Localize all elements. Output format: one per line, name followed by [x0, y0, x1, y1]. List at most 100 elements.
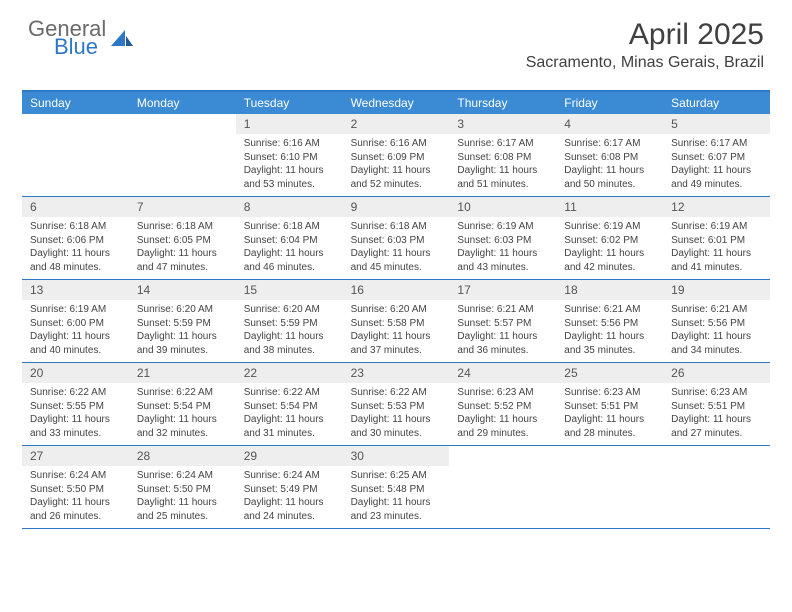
day-number: 7 [129, 197, 236, 217]
daylight-line: Daylight: 11 hours and 48 minutes. [30, 247, 121, 274]
day-details: Sunrise: 6:19 AMSunset: 6:00 PMDaylight:… [22, 300, 129, 361]
calendar-cell: 6Sunrise: 6:18 AMSunset: 6:06 PMDaylight… [22, 197, 129, 279]
week-row: 1Sunrise: 6:16 AMSunset: 6:10 PMDaylight… [22, 114, 770, 197]
day-details: Sunrise: 6:19 AMSunset: 6:02 PMDaylight:… [556, 217, 663, 278]
daylight-line: Daylight: 11 hours and 28 minutes. [564, 413, 655, 440]
day-number: 23 [343, 363, 450, 383]
calendar-cell: 18Sunrise: 6:21 AMSunset: 5:56 PMDayligh… [556, 280, 663, 362]
brand-line2: Blue [54, 36, 106, 58]
sunrise-line: Sunrise: 6:22 AM [351, 386, 442, 400]
calendar-cell: 11Sunrise: 6:19 AMSunset: 6:02 PMDayligh… [556, 197, 663, 279]
day-header: Thursday [449, 92, 556, 114]
sunset-line: Sunset: 6:05 PM [137, 234, 228, 248]
day-number: 30 [343, 446, 450, 466]
sunset-line: Sunset: 6:08 PM [457, 151, 548, 165]
daylight-line: Daylight: 11 hours and 50 minutes. [564, 164, 655, 191]
day-number: 8 [236, 197, 343, 217]
daylight-line: Daylight: 11 hours and 26 minutes. [30, 496, 121, 523]
calendar-cell: 7Sunrise: 6:18 AMSunset: 6:05 PMDaylight… [129, 197, 236, 279]
week-row: 27Sunrise: 6:24 AMSunset: 5:50 PMDayligh… [22, 446, 770, 529]
sunrise-line: Sunrise: 6:22 AM [137, 386, 228, 400]
calendar-cell: 22Sunrise: 6:22 AMSunset: 5:54 PMDayligh… [236, 363, 343, 445]
sunset-line: Sunset: 6:03 PM [351, 234, 442, 248]
daylight-line: Daylight: 11 hours and 23 minutes. [351, 496, 442, 523]
daylight-line: Daylight: 11 hours and 25 minutes. [137, 496, 228, 523]
calendar-cell [556, 446, 663, 528]
day-header: Tuesday [236, 92, 343, 114]
day-header: Saturday [663, 92, 770, 114]
calendar-cell: 10Sunrise: 6:19 AMSunset: 6:03 PMDayligh… [449, 197, 556, 279]
calendar-cell: 8Sunrise: 6:18 AMSunset: 6:04 PMDaylight… [236, 197, 343, 279]
day-details: Sunrise: 6:23 AMSunset: 5:52 PMDaylight:… [449, 383, 556, 444]
calendar-cell: 24Sunrise: 6:23 AMSunset: 5:52 PMDayligh… [449, 363, 556, 445]
month-title: April 2025 [526, 18, 764, 52]
day-header: Sunday [22, 92, 129, 114]
sunset-line: Sunset: 5:50 PM [30, 483, 121, 497]
location-label: Sacramento, Minas Gerais, Brazil [526, 54, 764, 72]
day-details: Sunrise: 6:22 AMSunset: 5:55 PMDaylight:… [22, 383, 129, 444]
sunrise-line: Sunrise: 6:23 AM [671, 386, 762, 400]
sunset-line: Sunset: 6:04 PM [244, 234, 335, 248]
sunset-line: Sunset: 5:51 PM [564, 400, 655, 414]
sunrise-line: Sunrise: 6:24 AM [137, 469, 228, 483]
sunrise-line: Sunrise: 6:25 AM [351, 469, 442, 483]
sunrise-line: Sunrise: 6:20 AM [244, 303, 335, 317]
daylight-line: Daylight: 11 hours and 34 minutes. [671, 330, 762, 357]
day-details: Sunrise: 6:17 AMSunset: 6:08 PMDaylight:… [449, 134, 556, 195]
day-details: Sunrise: 6:22 AMSunset: 5:54 PMDaylight:… [129, 383, 236, 444]
calendar-cell: 23Sunrise: 6:22 AMSunset: 5:53 PMDayligh… [343, 363, 450, 445]
sunrise-line: Sunrise: 6:16 AM [351, 137, 442, 151]
sunset-line: Sunset: 6:08 PM [564, 151, 655, 165]
daylight-line: Daylight: 11 hours and 45 minutes. [351, 247, 442, 274]
day-number: 9 [343, 197, 450, 217]
daylight-line: Daylight: 11 hours and 24 minutes. [244, 496, 335, 523]
sunset-line: Sunset: 6:01 PM [671, 234, 762, 248]
day-details: Sunrise: 6:20 AMSunset: 5:59 PMDaylight:… [236, 300, 343, 361]
calendar-cell: 29Sunrise: 6:24 AMSunset: 5:49 PMDayligh… [236, 446, 343, 528]
daylight-line: Daylight: 11 hours and 35 minutes. [564, 330, 655, 357]
day-details: Sunrise: 6:16 AMSunset: 6:09 PMDaylight:… [343, 134, 450, 195]
day-details: Sunrise: 6:21 AMSunset: 5:56 PMDaylight:… [663, 300, 770, 361]
day-details: Sunrise: 6:19 AMSunset: 6:01 PMDaylight:… [663, 217, 770, 278]
calendar-cell: 17Sunrise: 6:21 AMSunset: 5:57 PMDayligh… [449, 280, 556, 362]
calendar-cell [129, 114, 236, 196]
day-number: 16 [343, 280, 450, 300]
week-row: 6Sunrise: 6:18 AMSunset: 6:06 PMDaylight… [22, 197, 770, 280]
day-number: 11 [556, 197, 663, 217]
day-number: 29 [236, 446, 343, 466]
sunset-line: Sunset: 5:50 PM [137, 483, 228, 497]
sunrise-line: Sunrise: 6:18 AM [244, 220, 335, 234]
day-details: Sunrise: 6:16 AMSunset: 6:10 PMDaylight:… [236, 134, 343, 195]
day-details: Sunrise: 6:17 AMSunset: 6:08 PMDaylight:… [556, 134, 663, 195]
sunset-line: Sunset: 6:10 PM [244, 151, 335, 165]
daylight-line: Daylight: 11 hours and 38 minutes. [244, 330, 335, 357]
daylight-line: Daylight: 11 hours and 43 minutes. [457, 247, 548, 274]
day-number: 22 [236, 363, 343, 383]
calendar-cell: 12Sunrise: 6:19 AMSunset: 6:01 PMDayligh… [663, 197, 770, 279]
page-header: General Blue April 2025 Sacramento, Mina… [0, 0, 792, 80]
calendar-cell: 4Sunrise: 6:17 AMSunset: 6:08 PMDaylight… [556, 114, 663, 196]
day-details: Sunrise: 6:18 AMSunset: 6:06 PMDaylight:… [22, 217, 129, 278]
sunrise-line: Sunrise: 6:17 AM [564, 137, 655, 151]
day-number: 2 [343, 114, 450, 134]
calendar-cell [22, 114, 129, 196]
header-right: April 2025 Sacramento, Minas Gerais, Bra… [526, 18, 764, 72]
daylight-line: Daylight: 11 hours and 49 minutes. [671, 164, 762, 191]
day-number: 18 [556, 280, 663, 300]
sunrise-line: Sunrise: 6:20 AM [351, 303, 442, 317]
day-details: Sunrise: 6:24 AMSunset: 5:49 PMDaylight:… [236, 466, 343, 527]
calendar-cell: 19Sunrise: 6:21 AMSunset: 5:56 PMDayligh… [663, 280, 770, 362]
sunrise-line: Sunrise: 6:19 AM [564, 220, 655, 234]
day-number: 20 [22, 363, 129, 383]
sunset-line: Sunset: 6:03 PM [457, 234, 548, 248]
sunrise-line: Sunrise: 6:19 AM [671, 220, 762, 234]
day-details: Sunrise: 6:20 AMSunset: 5:59 PMDaylight:… [129, 300, 236, 361]
daylight-line: Daylight: 11 hours and 36 minutes. [457, 330, 548, 357]
day-details: Sunrise: 6:21 AMSunset: 5:56 PMDaylight:… [556, 300, 663, 361]
day-number: 27 [22, 446, 129, 466]
sunset-line: Sunset: 6:00 PM [30, 317, 121, 331]
sunset-line: Sunset: 5:55 PM [30, 400, 121, 414]
week-row: 20Sunrise: 6:22 AMSunset: 5:55 PMDayligh… [22, 363, 770, 446]
day-header: Wednesday [343, 92, 450, 114]
day-number: 26 [663, 363, 770, 383]
